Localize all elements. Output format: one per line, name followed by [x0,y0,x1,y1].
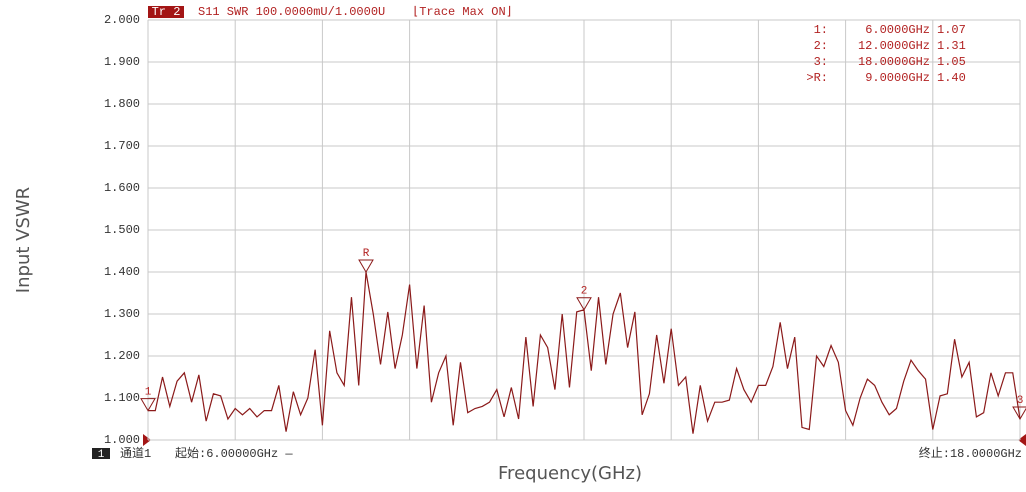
marker-value: 1.07 [937,23,966,37]
channel-badge [92,448,110,459]
marker-frequency: 18.0000GHz [858,55,930,69]
marker-value: 1.05 [937,55,966,69]
y-tick-label: 1.200 [104,349,140,363]
trace-label: Tr 2 [152,5,181,19]
marker-triangle [358,259,374,273]
marker-symbol: 3 [1017,395,1024,407]
y-tick-label: 1.900 [104,55,140,69]
trace-badge [148,6,184,18]
y-tick-label: 1.700 [104,139,140,153]
y-tick-label: 2.000 [104,13,140,27]
annotation: ⌊Trace Max ON⌋ [412,5,513,19]
y-tick-label: 1.000 [104,433,140,447]
x-axis-label: Frequency(GHz) [498,463,642,484]
marker-frequency: 9.0000GHz [865,71,930,85]
y-tick-label: 1.300 [104,307,140,321]
marker-symbol: 2 [581,286,588,298]
ref-arrow-left [143,434,151,446]
marker-name: 3: [814,55,828,69]
y-tick-label: 1.400 [104,265,140,279]
marker-frequency: 6.0000GHz [865,23,930,37]
marker-name: >R: [806,71,828,85]
ref-arrow-right [1018,434,1026,446]
marker-name: 2: [814,39,828,53]
marker-triangle [140,398,156,412]
marker-symbol: 1 [145,387,152,399]
y-tick-label: 1.800 [104,97,140,111]
y-axis-label: Input VSWR [13,187,34,293]
channel: 通道1 [120,446,151,461]
y-tick-label: 1.100 [104,391,140,405]
marker-triangle [576,297,592,311]
marker-frequency: 12.0000GHz [858,39,930,53]
marker-triangle [1012,406,1026,420]
marker-symbol: R [363,248,370,260]
start-label: 起始:6.00000GHz — [175,446,293,461]
marker-name: 1: [814,23,828,37]
y-tick-label: 1.500 [104,223,140,237]
y-tick-label: 1.600 [104,181,140,195]
channel-badge-label: 1 [98,449,105,461]
subtitle: S11 SWR 100.0000mU/1.0000U [198,5,385,19]
stop-label: 终止:18.0000GHz [919,445,1022,461]
marker-value: 1.40 [937,71,966,85]
marker-value: 1.31 [937,39,966,53]
